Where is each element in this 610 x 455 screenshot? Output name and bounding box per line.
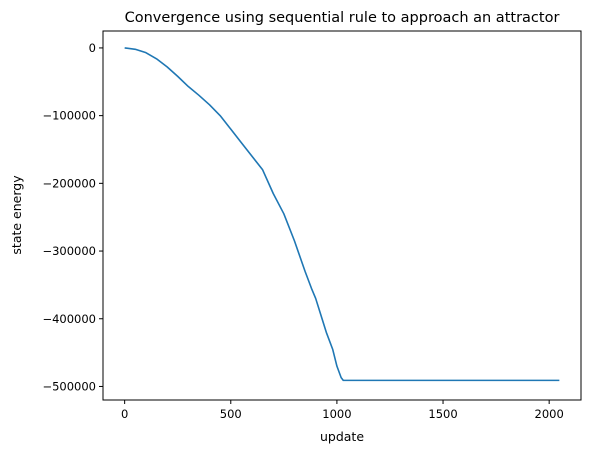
chart-title: Convergence using sequential rule to app… xyxy=(125,10,560,26)
y-axis: 0 −100000 −200000 −300000 −400000 −500000 xyxy=(42,41,103,393)
y-axis-label: state energy xyxy=(9,175,24,255)
y-tick-label: −200000 xyxy=(42,176,96,190)
x-axis-label: update xyxy=(320,429,364,444)
axes-frame xyxy=(102,30,582,401)
y-tick-label: −300000 xyxy=(42,244,96,258)
series-line-0 xyxy=(124,47,560,382)
plot-area xyxy=(102,30,582,401)
x-tick-label: 1500 xyxy=(428,407,457,421)
y-tick-label: −400000 xyxy=(42,312,96,326)
y-tick-label: 0 xyxy=(89,41,96,55)
x-tick-label: 1000 xyxy=(322,407,351,421)
x-tick-label: 2000 xyxy=(535,407,564,421)
x-axis: 0 500 1000 1500 2000 xyxy=(121,400,564,421)
y-tick-label: −500000 xyxy=(42,379,96,393)
x-tick-label: 0 xyxy=(121,407,128,421)
y-tick-label: −100000 xyxy=(42,109,96,123)
series-layer xyxy=(124,47,560,382)
x-tick-label: 500 xyxy=(220,407,242,421)
